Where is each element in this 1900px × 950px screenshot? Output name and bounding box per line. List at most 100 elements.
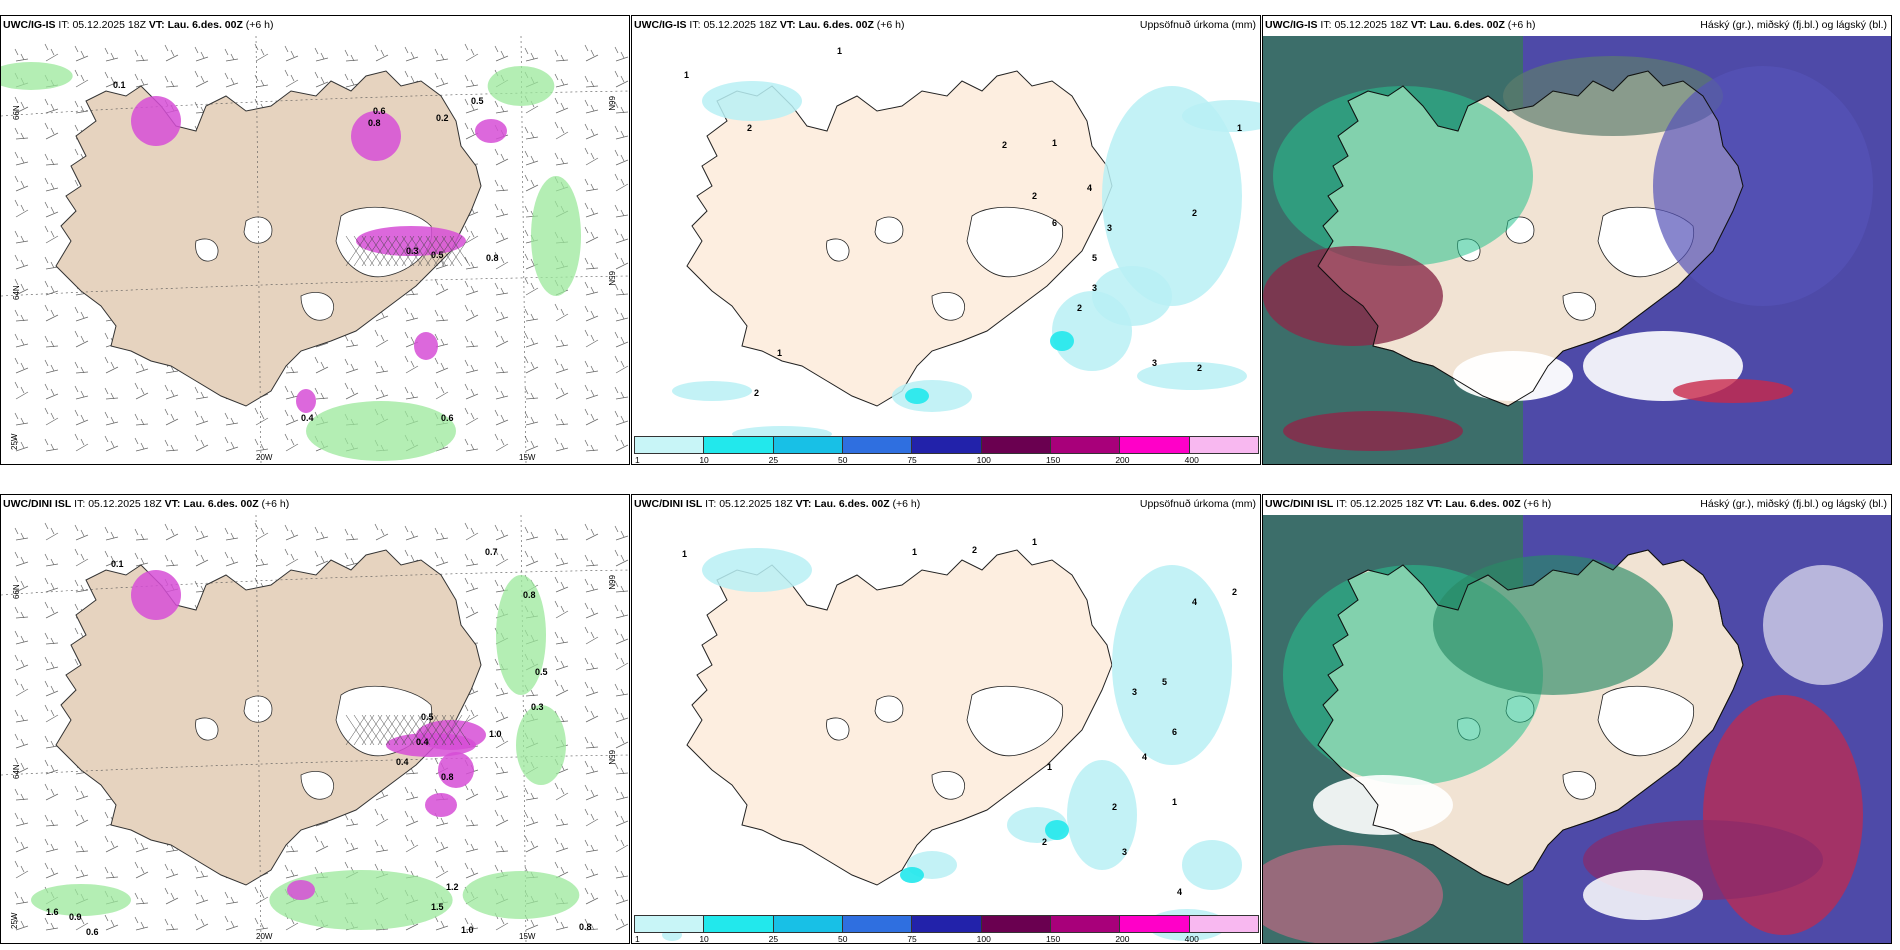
value-label: 0.8 [579, 922, 592, 932]
wind-barb [254, 43, 269, 62]
wind-barb [614, 149, 629, 166]
precip-value-label: 2 [1197, 363, 1202, 373]
value-label: 0.5 [535, 667, 548, 677]
colorbar-cell [634, 436, 705, 454]
lat-label: 64N [12, 764, 21, 779]
wind-barb [284, 548, 299, 567]
wind-barb [554, 916, 569, 931]
precip-core [1050, 331, 1074, 351]
wind-barb [584, 257, 599, 270]
wind-barb [44, 656, 59, 671]
wind-barb [584, 736, 599, 749]
cloud-layer-area [1583, 870, 1703, 920]
wind-barb [374, 808, 389, 827]
wind-barb [554, 97, 569, 114]
snow-area [131, 96, 181, 146]
wind-barb [614, 731, 629, 749]
colorbar-cell [1188, 436, 1259, 454]
wind-barb [584, 281, 599, 296]
wind-barb [404, 355, 419, 374]
wind-barb [494, 306, 509, 322]
glacier-1 [243, 695, 273, 723]
wind-barb [134, 916, 149, 931]
wind-barb [524, 411, 539, 426]
wind-barb [584, 439, 599, 452]
wind-barb [14, 151, 29, 166]
wind-barb [554, 152, 569, 166]
lat-label-right: 66N [607, 96, 616, 111]
wind-barb [434, 551, 449, 567]
wind-barb [614, 652, 629, 671]
wind-barb [284, 45, 299, 62]
precip-value-label: 3 [1152, 358, 1157, 368]
wind-barb [44, 783, 59, 801]
snow-area [386, 733, 476, 757]
wind-barb [584, 554, 599, 567]
wind-barb [44, 177, 59, 192]
wind-barb [44, 98, 59, 114]
precip-value-label: 2 [1042, 837, 1047, 847]
wind-barb [584, 657, 599, 671]
wind-barb [584, 360, 599, 374]
wind-barb [14, 412, 29, 426]
hatch-line [417, 714, 439, 746]
precip-area [1112, 565, 1232, 765]
wind-barb [164, 44, 179, 62]
wind-barb [134, 358, 149, 374]
colorbar-label: 200 [1115, 455, 1130, 465]
wind-barb [104, 866, 119, 879]
wind-barb [14, 527, 29, 541]
snow-area [131, 570, 181, 620]
wind-barb [344, 552, 359, 567]
wind-barb [614, 810, 629, 827]
wind-barb [14, 357, 29, 374]
value-label: 1.2 [446, 882, 459, 892]
wind-barb [134, 49, 149, 62]
cloud-layer-area [1653, 66, 1873, 306]
wind-barb [164, 887, 179, 905]
wind-barb [74, 45, 89, 62]
wind-barb [14, 96, 29, 114]
wind-barb [254, 886, 269, 905]
wind-barb [554, 782, 569, 801]
wind-barb [74, 548, 89, 567]
wind-barb [434, 48, 449, 62]
wind-barb [584, 384, 599, 400]
colorbar-label: 100 [976, 934, 991, 944]
precip-value-label: 4 [1142, 752, 1147, 762]
wind-barb [494, 282, 509, 296]
hatch-line [433, 714, 455, 746]
precip-value-label: 1 [912, 547, 917, 557]
snow-area [414, 332, 438, 360]
wind-barb [14, 175, 29, 192]
wind-barb [44, 704, 59, 723]
value-label: 0.8 [486, 253, 499, 263]
hatch-line [361, 235, 383, 267]
wind-barb [164, 863, 179, 879]
value-label: 0.2 [436, 113, 449, 123]
wind-barb [284, 524, 299, 541]
wind-barb [614, 355, 629, 374]
wind-barb [14, 812, 29, 827]
wind-barb [134, 382, 149, 400]
wind-barb [404, 386, 419, 400]
wind-barb [374, 360, 389, 374]
wind-barb [584, 408, 599, 426]
wind-barb [314, 550, 329, 567]
wind-barb [584, 202, 599, 218]
hatch-line [385, 714, 407, 746]
precip-colorbar: 1 10 25 50 75 100 150 200 400 [634, 915, 1259, 944]
sea-precip-area [306, 401, 456, 461]
wind-barb [14, 199, 29, 218]
hatch-line [377, 714, 399, 746]
value-label: 1.0 [489, 729, 502, 739]
wind-barb [614, 307, 629, 322]
colorbar-label: 200 [1115, 934, 1130, 944]
precip-value-label: 1 [682, 549, 687, 559]
wind-barb [404, 810, 419, 827]
wind-barb [614, 46, 629, 62]
hatch-line [425, 235, 447, 267]
wind-barb [464, 74, 479, 88]
wind-barb [14, 606, 29, 619]
